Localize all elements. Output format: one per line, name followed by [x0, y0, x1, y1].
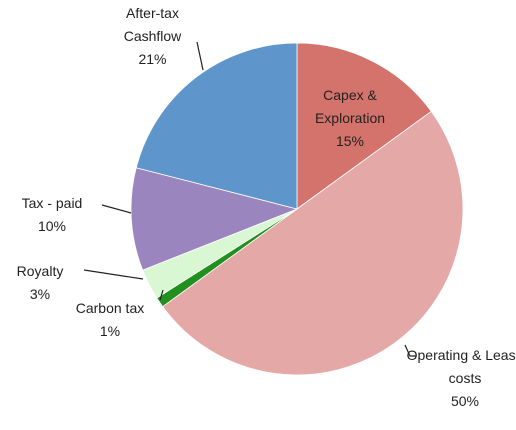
slice-percent: 10% [37, 218, 67, 234]
pie-slice [135, 42, 298, 210]
slice-label: Royalty 3% [5, 260, 75, 306]
leader-line [404, 344, 416, 357]
slice-percent: 15% [335, 133, 365, 149]
slice-label: After-tax Cashflow 21% [110, 2, 195, 71]
slice-name: Operating & Lease costs [406, 347, 516, 386]
pie-slice [296, 42, 432, 210]
slice-label: Capex & Exploration 15% [300, 84, 400, 153]
slice-name: Capex & Exploration [314, 87, 386, 126]
slice-percent: 1% [99, 323, 121, 339]
slice-name: Carbon tax [75, 300, 145, 316]
slice-name: Tax - paid [21, 195, 83, 211]
slice-label: Carbon tax 1% [50, 297, 170, 343]
slice-percent: 21% [138, 51, 167, 67]
slice-percent: 50% [450, 393, 480, 409]
slice-name: Royalty [16, 263, 64, 279]
slice-label: Tax - paid 10% [0, 192, 104, 238]
leader-line [159, 289, 164, 301]
slice-percent: 3% [29, 286, 51, 302]
pie-slice [130, 167, 299, 271]
leader-line [83, 269, 144, 280]
leader-line [101, 204, 132, 214]
slice-name: After-tax Cashflow [123, 5, 182, 44]
pie-slice [162, 110, 464, 376]
slice-label: Operating & Lease costs 50% [405, 344, 516, 413]
leader-line [196, 41, 204, 71]
